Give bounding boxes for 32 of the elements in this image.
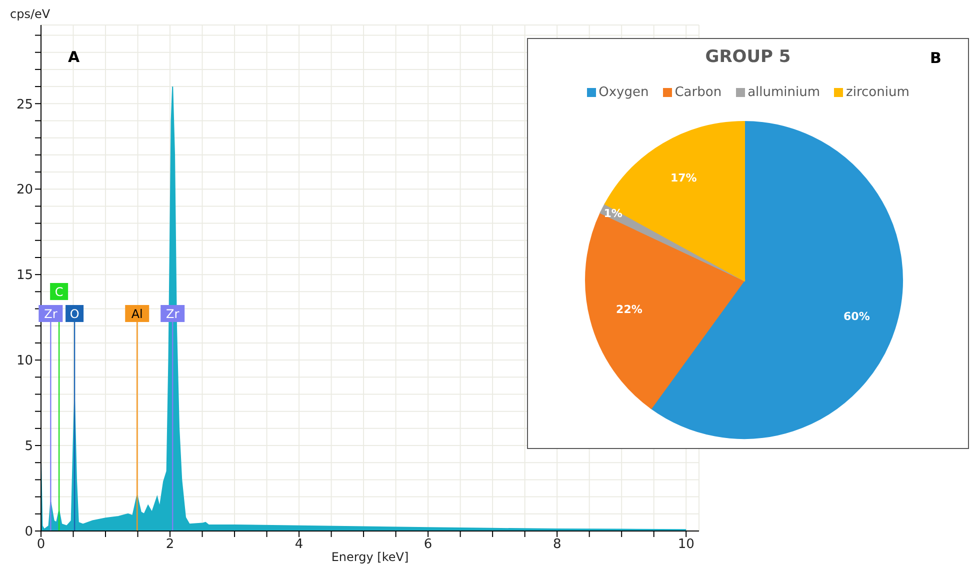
y-tick-label: 20 — [16, 182, 33, 198]
data-label: 22% — [616, 302, 642, 316]
y-tick-label: 5 — [24, 439, 33, 454]
y-tick-label: 25 — [16, 97, 33, 112]
y-tick-label: 15 — [16, 268, 33, 284]
pie-slice — [604, 121, 745, 281]
x-tick-label: 8 — [552, 537, 562, 552]
x-tick-label: 0 — [36, 537, 46, 552]
legend-label: alluminium — [748, 85, 820, 100]
ref-line-label: Zr — [166, 307, 180, 322]
legend-label: Oxygen — [598, 85, 649, 100]
y-axis-title: cps/eV — [10, 7, 51, 21]
y-tick-label: 10 — [16, 354, 33, 369]
legend-label: Carbon — [674, 85, 722, 100]
x-tick-label: 10 — [678, 537, 694, 552]
ref-line-label: Al — [131, 307, 143, 322]
x-tick-label: 6 — [424, 537, 432, 552]
data-label: 60% — [844, 310, 870, 324]
x-axis-title: Energy [keV] — [331, 550, 409, 564]
legend-label: zirconium — [846, 85, 910, 100]
ref-line-label: Zr — [44, 307, 58, 322]
ref-line-label: C — [54, 285, 64, 300]
data-label: 17% — [670, 172, 697, 184]
y-tick-label: 0 — [24, 524, 33, 540]
pie-slice — [650, 121, 903, 439]
annotation: A — [68, 48, 80, 66]
ref-line-label: O — [70, 307, 80, 322]
chart-title: GROUP 5 — [705, 47, 791, 67]
x-tick-label: 4 — [294, 537, 304, 552]
text: B — [930, 49, 942, 67]
data-label: 1% — [604, 206, 622, 220]
x-tick-label: 2 — [166, 537, 174, 552]
